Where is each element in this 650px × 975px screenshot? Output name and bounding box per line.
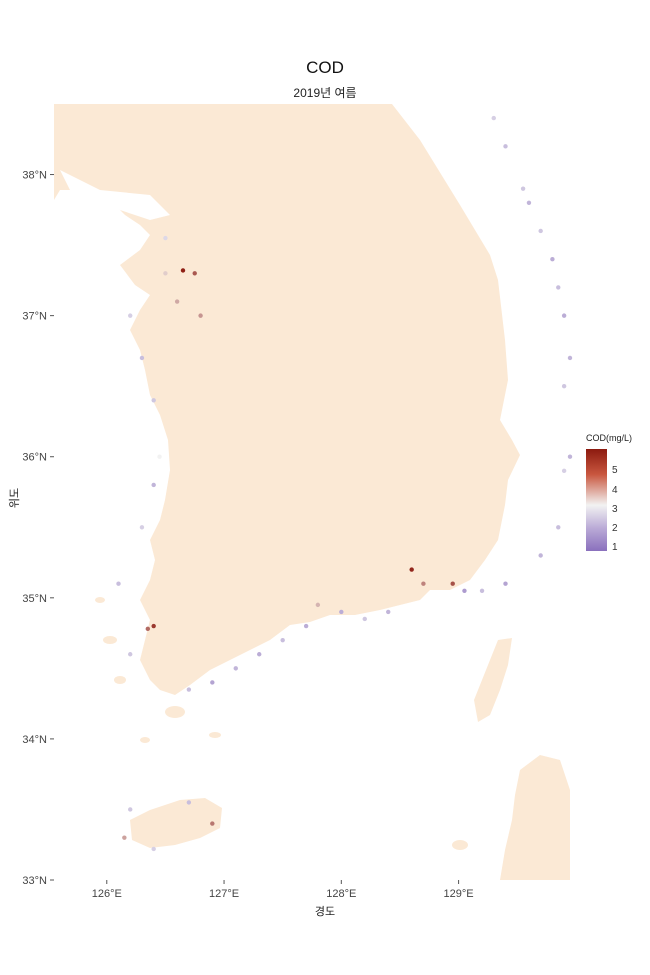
station-point <box>561 383 567 389</box>
station-point <box>538 228 543 234</box>
map-title: COD <box>306 58 344 77</box>
x-axis-title: 경도 <box>314 906 336 918</box>
station-point <box>174 299 180 304</box>
station-point <box>186 800 192 805</box>
station-point <box>556 285 561 290</box>
station-point <box>561 468 567 474</box>
y-tick-label: 33°N <box>22 875 47 887</box>
legend-tick: 4 <box>612 485 618 496</box>
legend-title: COD(mg/L) <box>586 433 633 443</box>
legend-colorbar <box>586 449 607 551</box>
y-axis-title: 위도 <box>9 487 22 509</box>
station-point <box>462 588 467 593</box>
station-point <box>567 454 573 459</box>
station-point <box>280 637 285 643</box>
station-point <box>192 271 197 276</box>
x-tick-label: 129°E <box>444 888 474 900</box>
station-point <box>339 609 344 615</box>
map-subtitle: 2019년 여름 <box>293 86 357 100</box>
x-tick-label: 127°E <box>209 888 239 900</box>
x-tick-label: 128°E <box>326 888 356 900</box>
station-point <box>198 313 203 318</box>
mainland <box>54 104 520 695</box>
station-point <box>303 623 309 629</box>
station-point <box>409 567 414 572</box>
station-point <box>163 235 168 241</box>
station-point <box>151 623 156 629</box>
small-islands <box>95 597 468 850</box>
station-point <box>122 835 127 840</box>
station-point <box>315 602 321 608</box>
station-point <box>210 680 215 685</box>
y-tick-label: 37°N <box>22 311 47 323</box>
station-point <box>362 616 367 622</box>
station-point <box>503 581 508 586</box>
station-point <box>257 652 262 657</box>
station-point <box>151 846 156 852</box>
x-ticks: 126°E 127°E 128°E 129°E <box>92 880 474 900</box>
station-point <box>550 257 555 262</box>
station-point <box>450 581 455 586</box>
station-point <box>145 626 151 632</box>
station-points <box>116 115 573 852</box>
station-point <box>157 454 162 459</box>
sea-inlet <box>60 170 170 220</box>
station-point <box>163 271 168 276</box>
station-point <box>128 652 133 657</box>
legend-tick: 2 <box>612 523 618 534</box>
station-point <box>151 482 156 488</box>
y-tick-label: 34°N <box>22 734 47 746</box>
station-point <box>526 200 532 205</box>
color-legend: COD(mg/L) 5 4 3 2 1 <box>586 433 646 553</box>
y-tick-label: 36°N <box>22 452 47 464</box>
y-tick-label: 35°N <box>22 593 47 605</box>
station-point <box>491 115 496 121</box>
station-point <box>479 588 485 593</box>
station-point <box>139 525 145 530</box>
station-point <box>128 807 133 812</box>
y-tick-label: 38°N <box>22 170 47 182</box>
station-point <box>210 821 215 826</box>
station-point <box>186 687 192 692</box>
legend-tick: 1 <box>612 542 618 553</box>
station-point <box>151 398 156 403</box>
station-point <box>556 525 561 530</box>
station-point <box>561 313 567 318</box>
station-point <box>139 355 145 361</box>
station-point <box>567 355 573 361</box>
station-point <box>116 581 121 586</box>
station-point <box>503 144 508 149</box>
legend-tick: 3 <box>612 504 618 515</box>
station-point <box>128 313 133 318</box>
legend-tick: 5 <box>612 465 618 476</box>
station-point <box>233 666 238 671</box>
station-point <box>180 268 186 273</box>
station-point <box>520 186 526 191</box>
station-point <box>421 581 426 586</box>
y-ticks: 38°N 37°N 36°N 35°N 34°N 33°N <box>22 170 54 887</box>
jeju-island <box>130 798 222 848</box>
station-point <box>386 609 391 615</box>
station-point <box>538 553 543 558</box>
x-tick-label: 126°E <box>92 888 122 900</box>
kyushu-fragment <box>500 755 570 880</box>
tsushima-island <box>474 638 512 722</box>
